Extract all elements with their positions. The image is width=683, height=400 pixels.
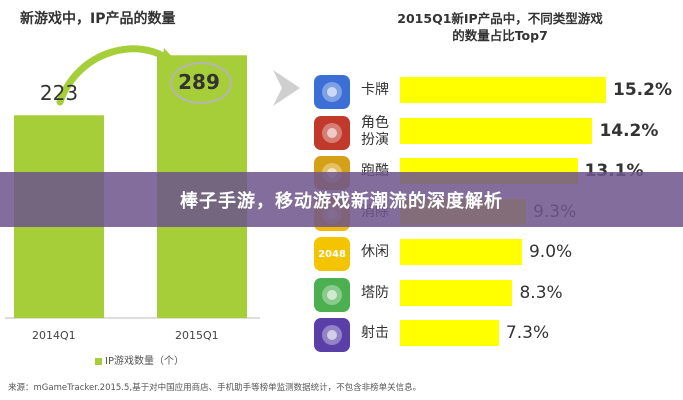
- genre-label-line: 角色: [361, 114, 389, 131]
- left-chart-title: 新游戏中，IP产品的数量: [20, 11, 176, 27]
- bar-value-label: 8.3%: [519, 282, 563, 303]
- genre-label: 塔防: [361, 285, 389, 302]
- genre-label-line: 射击: [361, 325, 389, 341]
- highlight-circle: [170, 62, 232, 104]
- bar-value-label: 9.0%: [528, 242, 573, 262]
- legend-label: IP游戏数量（个）: [105, 356, 184, 367]
- source-note: 来源：mGameTracker.2015.5,基于对中国应用商店、手机助手等榜单…: [8, 383, 422, 393]
- bar-value-label: 14.2%: [599, 120, 659, 141]
- bar-value-label: 289: [178, 70, 220, 94]
- 2048-game-icon: 2048: [314, 237, 350, 271]
- genre-label: 卡牌: [361, 82, 389, 99]
- headline-banner: 棒子手游，移动游戏新潮流的深度解析: [0, 172, 683, 227]
- genre-label: 角色 扮演: [361, 115, 389, 149]
- genre-label: 射击: [361, 325, 389, 342]
- tower-defense-game-icon: [314, 277, 350, 312]
- left-chart-legend: IP游戏数量（个）: [95, 352, 184, 367]
- genre-label-line: 休闲: [361, 244, 389, 260]
- right-chart-title: 2015Q1新IP产品中，不同类型游戏 的数量占比Top7: [370, 10, 630, 44]
- right-chart-title-line1: 2015Q1新IP产品中，不同类型游戏: [397, 11, 603, 26]
- bar-角色扮演: [400, 117, 593, 144]
- legend-swatch: [95, 357, 102, 365]
- bar-卡牌: [400, 77, 606, 103]
- genre-label-line: 卡牌: [361, 82, 389, 98]
- x-tick-label: 2015Q1: [175, 329, 219, 342]
- right-arrow-icon: [273, 70, 300, 106]
- genre-label-line: 扮演: [361, 131, 389, 148]
- right-chart-title-line2: 的数量占比Top7: [452, 28, 548, 43]
- x-tick-label: 2014Q1: [32, 329, 76, 342]
- bar-value-label: 223: [39, 81, 79, 106]
- bar-射击: [400, 320, 499, 346]
- genre-label: 休闲: [361, 244, 389, 261]
- genre-label-line: 塔防: [361, 284, 389, 301]
- growth-arrow-icon: [56, 45, 176, 106]
- bar-休闲: [400, 239, 522, 265]
- shooter-game-icon: [314, 318, 350, 352]
- card-game-icon: [314, 75, 350, 109]
- rpg-game-icon: [314, 115, 350, 150]
- bar-塔防: [400, 279, 513, 306]
- bar-value-label: 7.3%: [505, 323, 550, 343]
- right-arrow-shape: [273, 70, 300, 106]
- bar-value-label: 15.2%: [613, 80, 672, 100]
- headline-text: 棒子手游，移动游戏新潮流的深度解析: [180, 190, 503, 212]
